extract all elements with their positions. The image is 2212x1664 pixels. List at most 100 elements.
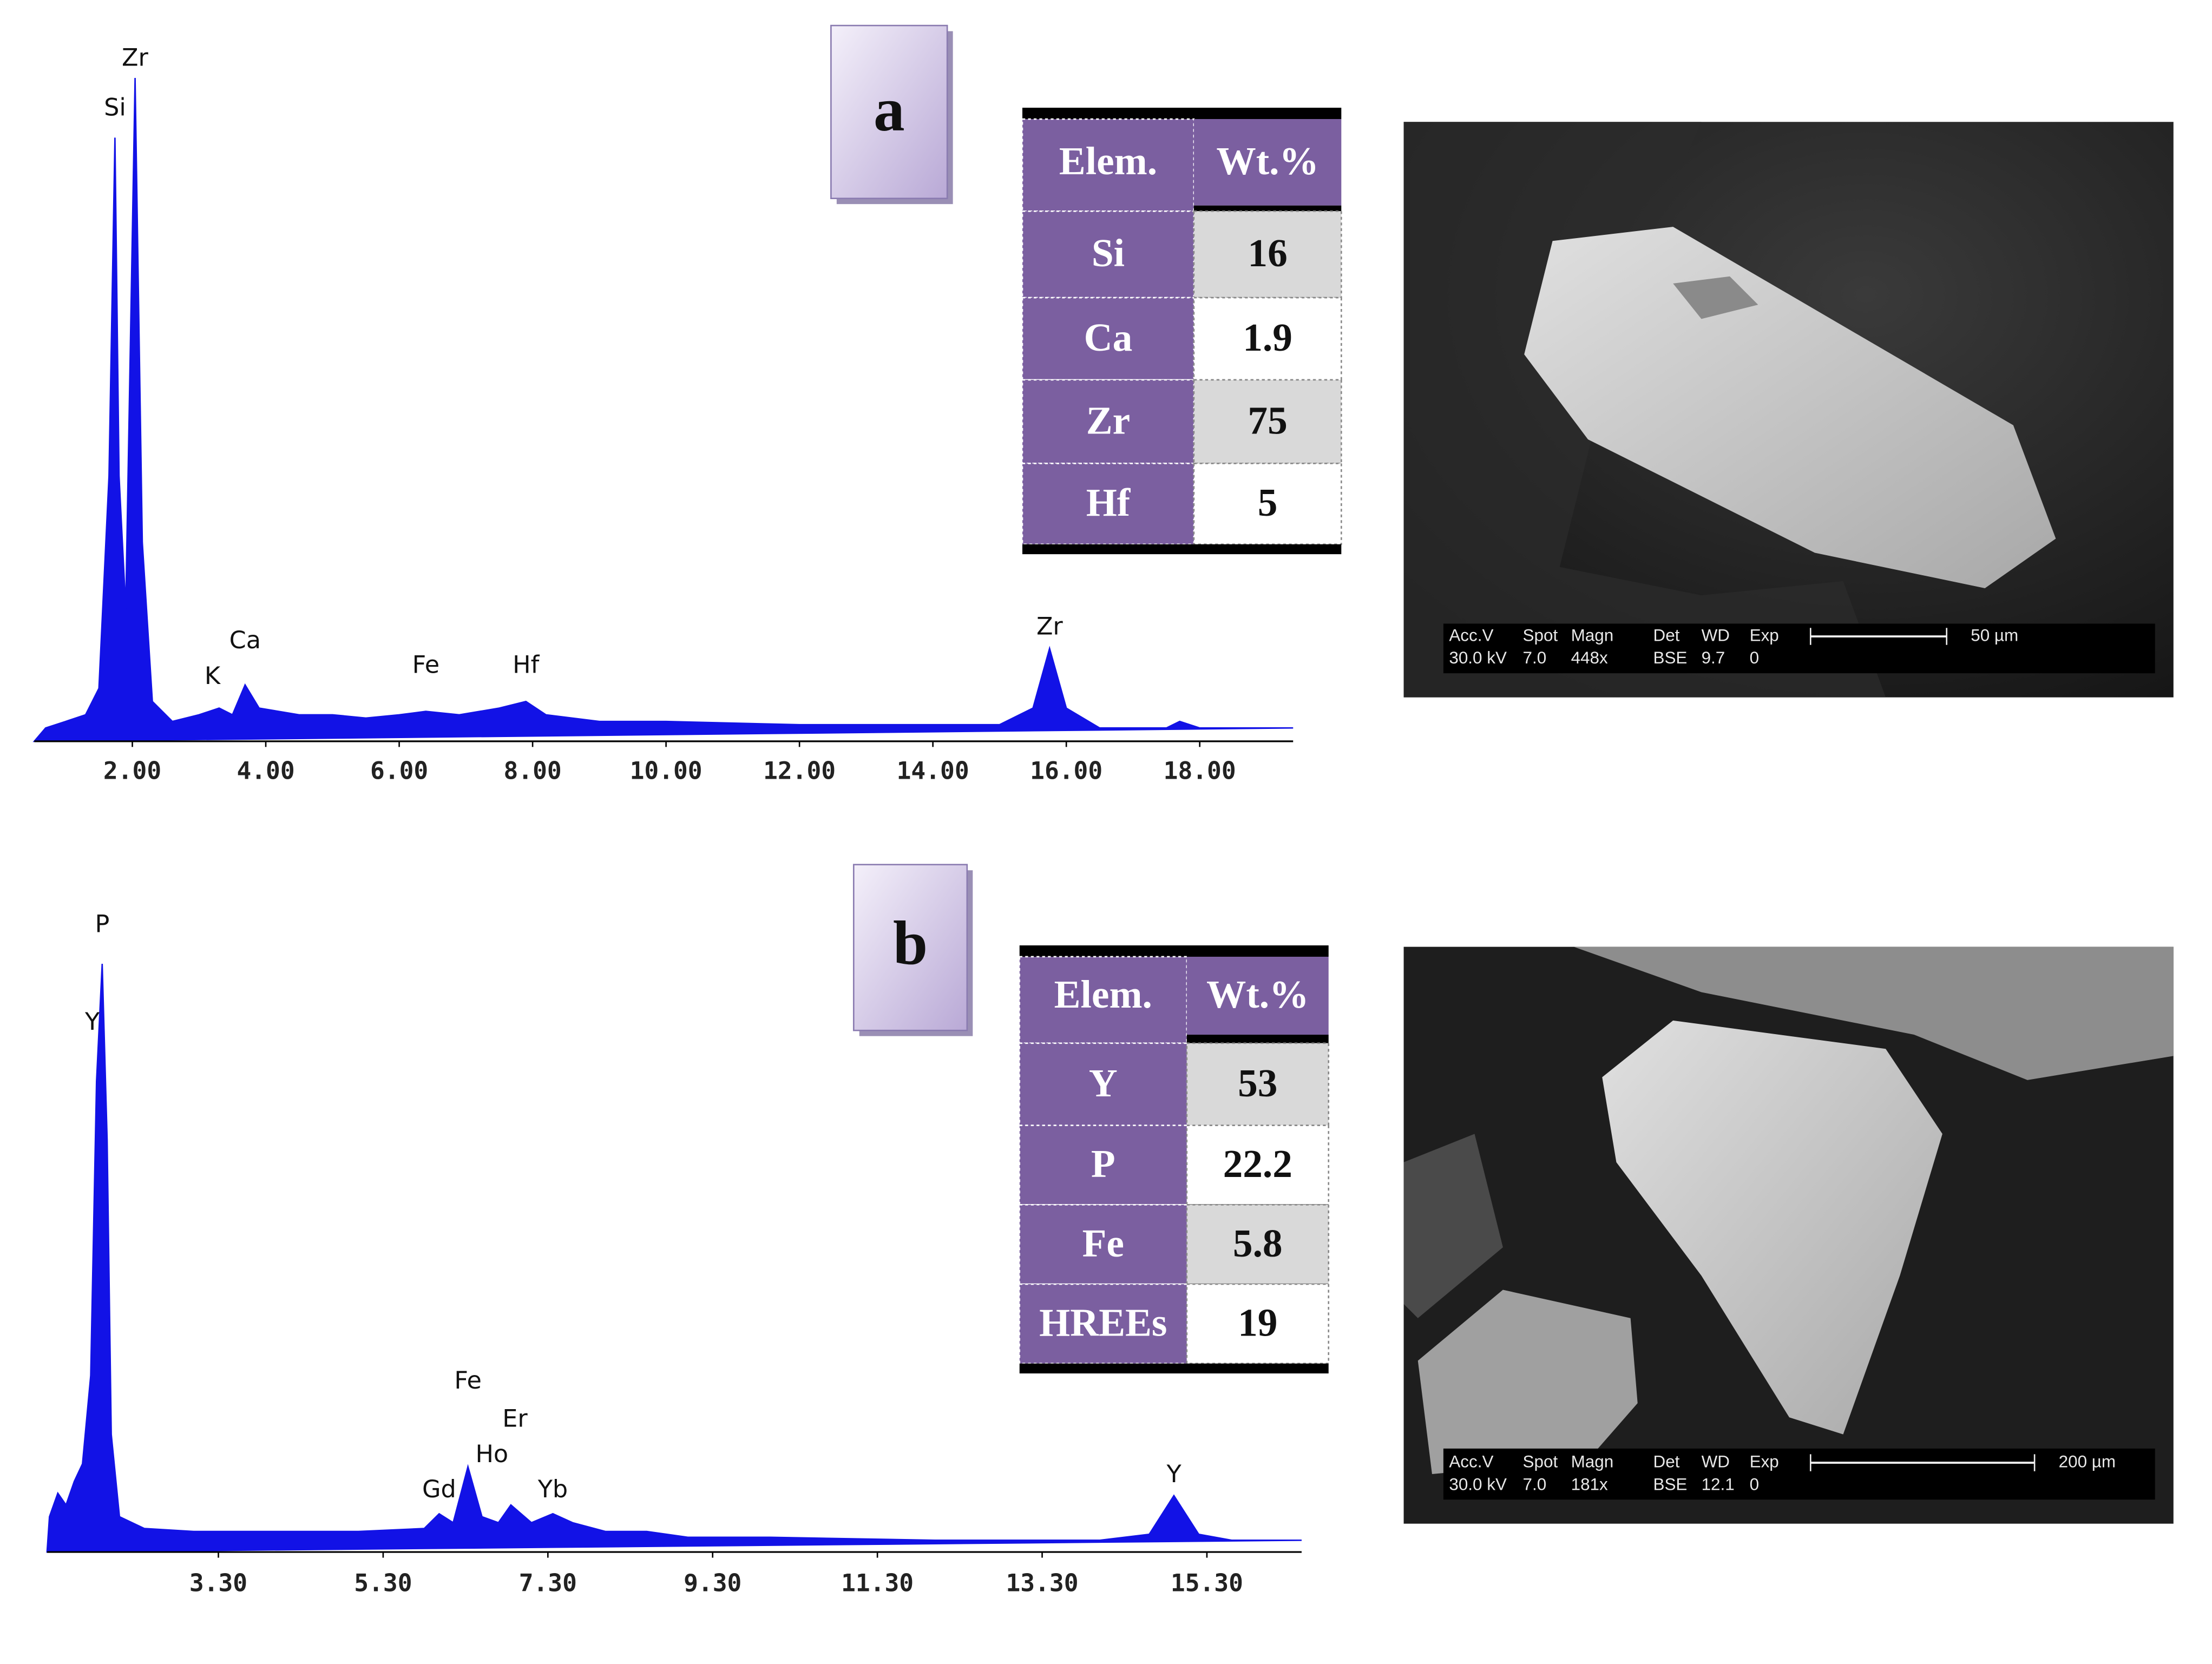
info-header: Spot (1523, 1452, 1558, 1471)
row-head-cell (1021, 297, 1195, 381)
x-tick-label: 18.00 (1164, 757, 1236, 785)
value-cell (1186, 1283, 1330, 1365)
element-name: Si (1092, 231, 1125, 275)
info-value: 30.0 kV (1449, 1475, 1507, 1494)
x-tick-label: 9.30 (684, 1569, 741, 1597)
element-name: Y (1089, 1061, 1118, 1105)
header-text: Elem. (1059, 139, 1157, 183)
x-tick-label: 6.00 (370, 757, 428, 785)
x-tick-label: 12.00 (763, 757, 836, 785)
element-name: P (1091, 1142, 1115, 1186)
header-cell (1193, 119, 1342, 206)
spectrum (46, 964, 1302, 1553)
info-header: Magn (1571, 1452, 1614, 1471)
table-rule (1193, 205, 1342, 212)
x-tick-label: 14.00 (897, 757, 969, 785)
peak-label: Zr (122, 44, 148, 72)
peak-label: Zr (1036, 613, 1063, 640)
weight-value: 22.2 (1223, 1142, 1292, 1186)
table-rule (1019, 945, 1329, 957)
info-value: 12.1 (1702, 1475, 1735, 1494)
row-head-cell (1019, 1283, 1188, 1365)
peak-label: Hf (513, 651, 540, 679)
x-tick-label: 13.30 (1006, 1569, 1079, 1597)
info-header: Acc.V (1449, 1452, 1493, 1471)
element-name: HREEs (1039, 1300, 1167, 1344)
x-tick-label: 3.30 (189, 1569, 247, 1597)
micrograph-a (1403, 122, 2174, 698)
spectrum (32, 78, 1294, 742)
info-value: 0 (1750, 648, 1759, 667)
x-tick-label: 10.00 (630, 757, 703, 785)
table-rule (1186, 1035, 1329, 1043)
value-cell (1193, 463, 1342, 545)
info-header: WD (1702, 626, 1730, 644)
table-rule (1022, 108, 1342, 120)
info-value: 448x (1571, 648, 1608, 667)
peak-label: Gd (422, 1476, 456, 1503)
info-header: Det (1653, 1452, 1680, 1471)
x-tick-label: 7.30 (519, 1569, 577, 1597)
row-head-cell (1019, 1042, 1188, 1126)
label-box (830, 24, 948, 200)
header-cell (1019, 956, 1188, 1044)
info-header: Magn (1571, 626, 1614, 644)
header-text: Wt.% (1206, 972, 1309, 1016)
peak-label: Y (84, 1008, 100, 1036)
info-header: Spot (1523, 626, 1558, 644)
value-cell (1186, 1042, 1330, 1126)
x-tick-label: 8.00 (503, 757, 561, 785)
peak-label: Fe (454, 1367, 482, 1395)
info-value: 9.7 (1702, 648, 1725, 667)
info-header: Exp (1750, 626, 1779, 644)
x-tick-label: 15.30 (1171, 1569, 1243, 1597)
info-value: BSE (1653, 1475, 1688, 1494)
row-head-cell (1021, 379, 1195, 464)
peak-label: Y (1166, 1461, 1182, 1488)
element-name: Fe (1082, 1221, 1124, 1265)
value-cell (1193, 210, 1342, 299)
weight-value: 1.9 (1243, 315, 1292, 359)
peak-label: Ho (475, 1441, 508, 1468)
info-header: Exp (1750, 1452, 1779, 1471)
info-value: 181x (1571, 1475, 1608, 1494)
x-tick-label: 2.00 (103, 757, 161, 785)
label-box (852, 864, 968, 1031)
header-text: Elem. (1054, 972, 1152, 1016)
weight-value: 53 (1238, 1061, 1277, 1105)
panel-label: a (874, 75, 905, 144)
element-name: Zr (1086, 398, 1130, 442)
info-value: 30.0 kV (1449, 648, 1507, 667)
weight-value: 5 (1258, 481, 1278, 524)
info-value: BSE (1653, 648, 1688, 667)
element-name: Ca (1084, 315, 1133, 359)
peak-label: Ca (229, 627, 261, 654)
peak-label: P (95, 910, 109, 938)
info-header: WD (1702, 1452, 1730, 1471)
x-tick-label: 5.30 (354, 1569, 412, 1597)
row-head-cell (1021, 210, 1195, 299)
peak-label: K (205, 662, 221, 690)
info-value: 7.0 (1523, 648, 1547, 667)
header-text: Wt.% (1216, 139, 1318, 183)
peak-label: Fe (412, 651, 440, 679)
x-tick-label: 16.00 (1030, 757, 1102, 785)
info-value: 7.0 (1523, 1475, 1547, 1494)
weight-value: 19 (1238, 1300, 1277, 1344)
peak-label: Er (502, 1405, 528, 1433)
table-rule (1022, 544, 1342, 555)
value-cell (1193, 297, 1342, 381)
info-header: Acc.V (1449, 626, 1493, 644)
info-value: 0 (1750, 1475, 1759, 1494)
header-cell (1021, 118, 1195, 212)
x-tick-label: 4.00 (237, 757, 294, 785)
scale-label: 200 µm (2059, 1452, 2116, 1471)
micrograph-b (1403, 946, 2174, 1524)
header-cell (1186, 956, 1329, 1035)
row-head-cell (1019, 1204, 1188, 1285)
table-rule (1019, 1363, 1329, 1374)
panel-label: b (893, 908, 928, 977)
peak-label: Yb (537, 1476, 568, 1503)
scale-label: 50 µm (1971, 626, 2018, 644)
